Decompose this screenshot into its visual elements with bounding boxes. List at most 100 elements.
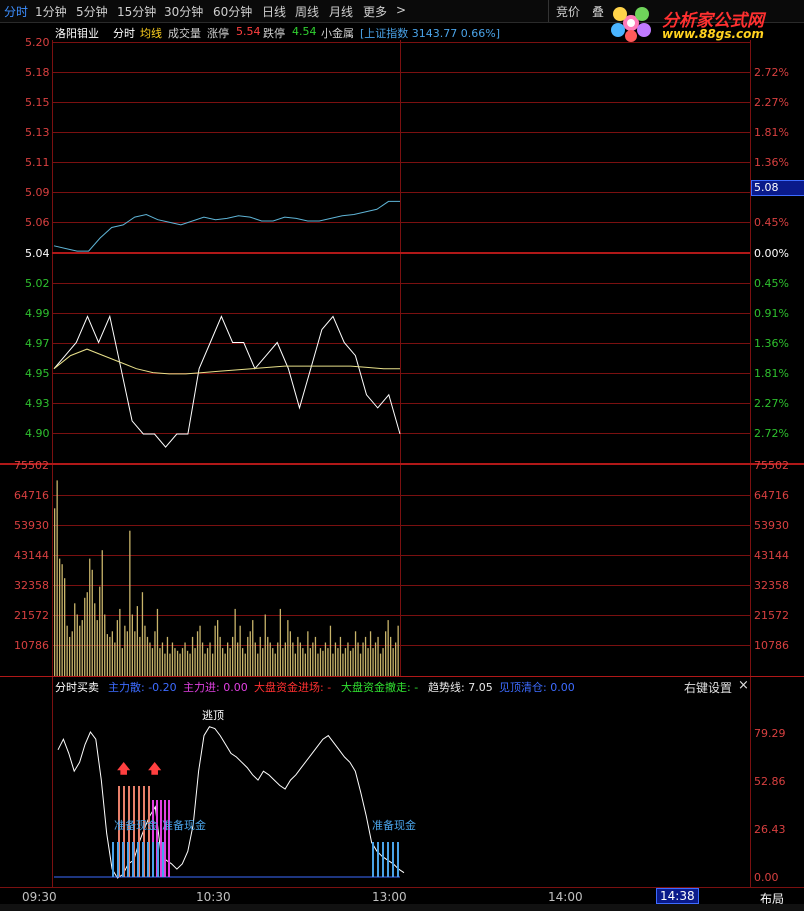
tab-monthly[interactable]: 月线 <box>329 5 354 19</box>
volume-bar <box>289 631 291 676</box>
volume-bar <box>86 592 88 676</box>
volume-bar <box>146 636 149 676</box>
volume-bar <box>229 648 231 676</box>
volume-bar <box>111 631 113 676</box>
auction-button[interactable]: 竞价 <box>556 5 581 19</box>
volume-bar <box>116 620 118 676</box>
price-label: 4.97 <box>25 337 50 350</box>
volume-bar <box>56 480 58 676</box>
limit-up-label: 涨停 <box>207 27 229 40</box>
price-label: 5.04 <box>25 247 50 260</box>
volume-bar <box>134 631 136 676</box>
volume-bar <box>136 606 138 676</box>
layout-button[interactable]: 布局 <box>760 892 785 906</box>
volume-bar <box>156 608 159 676</box>
pct-label: 1.36% <box>754 337 789 350</box>
ready-cash-bar <box>377 842 379 877</box>
volume-bar <box>101 550 103 676</box>
volume-bar <box>181 648 184 676</box>
volume-bar <box>369 631 372 676</box>
volume-bar <box>254 642 256 676</box>
ready-cash-signal: 准备现金 <box>114 819 158 832</box>
volume-bar <box>159 648 161 676</box>
time-label: 09:30 <box>22 890 57 904</box>
period-toolbar: 分时 1分钟 5分钟 15分钟 30分钟 60分钟 日线 周线 月线 更多 > … <box>0 0 804 23</box>
volume-label: 10786 <box>14 639 49 652</box>
site-logo-url: www.88gs.com <box>662 27 764 41</box>
close-icon[interactable]: × <box>738 678 749 693</box>
volume-bar <box>349 650 352 676</box>
volume-bar <box>84 597 86 676</box>
volume-bar <box>294 653 296 676</box>
midday-line <box>400 40 401 676</box>
tab-daily[interactable]: 日线 <box>262 5 287 19</box>
ready-cash-bar <box>112 842 114 877</box>
volume-bar <box>232 636 234 676</box>
price-label: 4.90 <box>25 427 50 440</box>
volume-bar <box>312 642 314 676</box>
tab-more[interactable]: 更多 <box>363 5 388 19</box>
volume-bar <box>206 648 209 676</box>
volume-bar <box>189 653 191 676</box>
volume-bar <box>279 608 281 676</box>
volume-bar <box>61 564 63 676</box>
volume-bar <box>191 636 194 676</box>
indicator-settings-button[interactable]: 右键设置 <box>684 681 733 695</box>
avg-line-label: 均线 <box>140 27 162 40</box>
price-line <box>53 314 401 448</box>
indicator-title: 分时买卖 <box>55 681 99 694</box>
tab-5min[interactable]: 5分钟 <box>76 5 108 19</box>
stock-info-bar: 洛阳钼业 分时 均线 成交量 涨停 5.54 跌停 4.54 小金属 [上证指数… <box>0 23 750 40</box>
volume-bar <box>269 642 271 676</box>
volume-bar <box>166 636 169 676</box>
volume-bar <box>309 648 311 676</box>
volume-bar <box>234 608 236 676</box>
ready-cash-bar <box>142 842 144 877</box>
overlay-button[interactable]: 叠 <box>592 5 605 19</box>
volume-bar <box>287 620 289 676</box>
price-label: 4.95 <box>25 367 50 380</box>
volume-bar <box>121 648 123 676</box>
volume-bar <box>304 653 306 676</box>
volume-bar <box>171 642 174 676</box>
volume-bar <box>397 625 399 676</box>
ready-cash-bar <box>392 842 394 877</box>
pct-label: 0.00% <box>754 247 789 260</box>
volume-bar <box>264 614 266 676</box>
indicator-item: 趋势线: 7.05 <box>428 681 493 694</box>
volume-bar <box>91 569 93 676</box>
volume-bar <box>284 642 286 676</box>
pct-label: 0.91% <box>754 307 789 320</box>
tab-15min[interactable]: 15分钟 <box>117 5 157 19</box>
indicator-item: 主力散: -0.20 <box>108 681 177 694</box>
tab-60min[interactable]: 60分钟 <box>213 5 253 19</box>
tab-1min[interactable]: 1分钟 <box>35 5 67 19</box>
tab-fenshi[interactable]: 分时 <box>4 5 29 19</box>
volume-bar <box>390 636 392 676</box>
ready-cash-bar <box>132 842 134 877</box>
tab-weekly[interactable]: 周线 <box>295 5 320 19</box>
pct-label: 1.81% <box>754 126 789 139</box>
indicator-item: 大盘资金进场: - <box>254 681 332 694</box>
ready-cash-signal: 准备现金 <box>162 819 206 832</box>
pct-label: 0.45% <box>754 216 789 229</box>
volume-bar <box>194 648 196 676</box>
volume-bar <box>64 578 66 676</box>
volume-bar <box>144 625 146 676</box>
volume-bar <box>74 603 76 676</box>
volume-bar <box>379 653 382 676</box>
volume-bar <box>161 642 164 676</box>
volume-bar <box>139 636 141 676</box>
volume-bar <box>272 648 274 676</box>
volume-bar <box>212 653 214 676</box>
ready-cash-bar <box>122 842 124 877</box>
pct-label: 0.45% <box>754 277 789 290</box>
price-label: 5.09 <box>25 186 50 199</box>
indicator-axis-label: 52.86 <box>754 775 786 788</box>
tab-30min[interactable]: 30分钟 <box>164 5 204 19</box>
volume-label: 64716 <box>754 489 789 502</box>
volume-bar <box>314 636 317 676</box>
main-in-bar <box>164 800 166 877</box>
more-arrow-icon[interactable]: > <box>396 3 407 17</box>
